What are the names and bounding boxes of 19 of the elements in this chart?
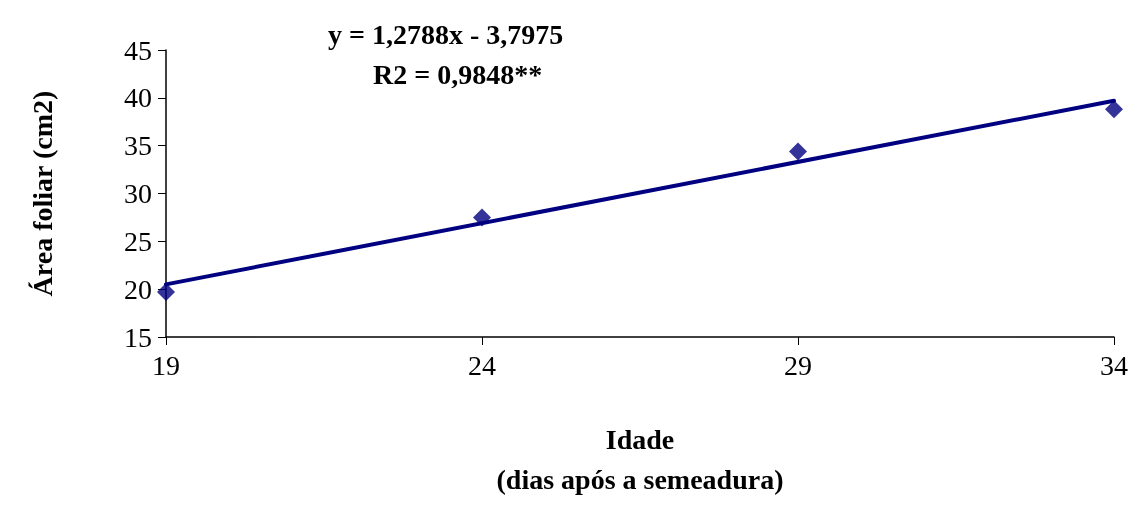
x-tick-label: 29 bbox=[784, 349, 812, 381]
x-tick-label: 19 bbox=[152, 349, 180, 381]
point bbox=[789, 142, 807, 161]
y-tick-label: 30 bbox=[124, 178, 152, 209]
text: y = 1,2788x - 3,7975 bbox=[328, 18, 564, 50]
x-tick-label: 24 bbox=[468, 349, 496, 381]
y-tick-label: 35 bbox=[124, 130, 152, 162]
point bbox=[1105, 100, 1123, 119]
y-axis-title: Área foliar (cm2) bbox=[26, 90, 58, 297]
y-tick-label: 40 bbox=[124, 82, 152, 114]
point bbox=[157, 283, 175, 302]
x-axis-title: Idade (dias após a semeadura) bbox=[496, 423, 784, 495]
y-tick-label: 20 bbox=[124, 273, 152, 305]
annotation: R2 = 0,9848** bbox=[373, 58, 543, 90]
x-tick-label: 34 bbox=[1100, 349, 1128, 381]
point bbox=[473, 208, 491, 227]
y-tick-label: 45 bbox=[124, 34, 152, 66]
y-tick-label: 15 bbox=[124, 321, 152, 353]
y-tick-label: 25 bbox=[124, 225, 152, 257]
